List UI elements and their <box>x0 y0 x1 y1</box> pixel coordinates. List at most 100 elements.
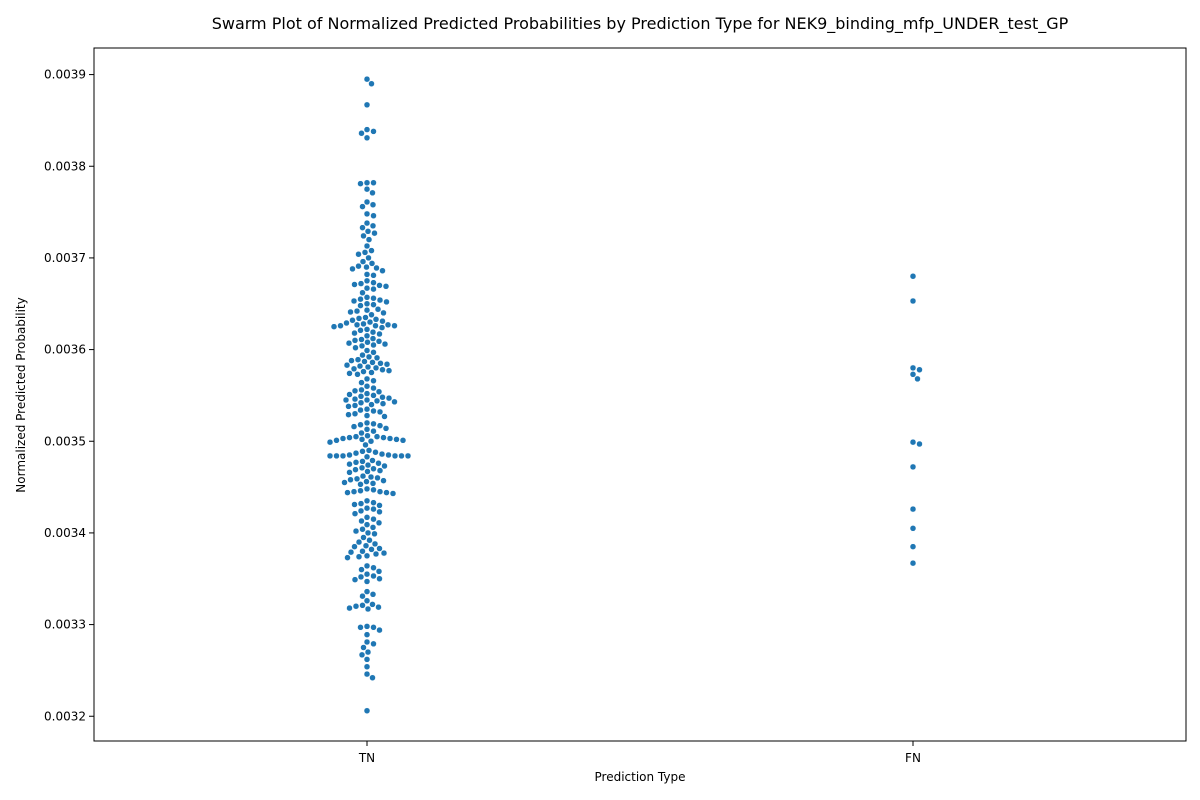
data-point-tn <box>369 189 376 197</box>
data-point-tn <box>363 588 371 595</box>
data-point-tn <box>376 330 383 338</box>
data-point-tn <box>399 437 407 444</box>
data-point-tn <box>363 638 371 646</box>
data-point-tn <box>379 394 386 401</box>
data-point-tn <box>350 297 358 305</box>
y-axis-label: Normalized Predicted Probability <box>14 297 28 492</box>
data-point-tn <box>359 224 366 231</box>
data-point-tn <box>359 351 366 359</box>
data-point-tn <box>351 410 359 417</box>
data-point-tn <box>370 392 377 399</box>
data-point-tn <box>363 179 371 186</box>
data-point-tn <box>351 576 359 583</box>
data-point-tn <box>376 502 383 509</box>
data-point-tn <box>379 267 386 274</box>
data-point-tn <box>370 505 377 513</box>
data-point-tn <box>364 605 372 613</box>
data-point-tn <box>354 371 361 378</box>
data-point-tn <box>391 322 398 329</box>
data-point-tn <box>373 433 381 440</box>
data-point-tn <box>375 568 383 575</box>
data-point-tn <box>351 329 358 337</box>
data-point-tn <box>363 412 371 419</box>
data-point-tn <box>363 277 371 285</box>
data-point-tn <box>364 363 372 371</box>
data-point-tn <box>376 408 384 416</box>
data-point-tn <box>376 508 383 516</box>
data-point-tn <box>350 488 358 495</box>
data-point-tn <box>359 526 366 533</box>
data-point-tn <box>352 466 359 473</box>
data-point-tn <box>368 260 376 267</box>
data-point-tn <box>380 434 387 441</box>
data-point-tn <box>383 361 391 368</box>
data-point-tn <box>352 527 360 535</box>
data-point-tn <box>364 461 372 469</box>
data-point-tn <box>381 413 388 420</box>
data-point-tn <box>357 500 365 507</box>
data-point-tn <box>386 435 394 442</box>
data-point-tn <box>349 317 356 324</box>
data-point-tn <box>370 564 377 571</box>
data-point-tn <box>369 480 377 487</box>
y-tick-label: 0.0036 <box>44 343 86 357</box>
data-point-tn <box>351 395 359 403</box>
data-point-tn <box>378 324 386 331</box>
data-point-tn <box>337 322 344 329</box>
data-point-tn <box>362 314 369 321</box>
data-point-tn <box>351 281 358 288</box>
data-point-tn <box>358 566 365 573</box>
data-point-tn <box>366 318 374 326</box>
data-point-fn <box>909 559 917 567</box>
x-tick-label: FN <box>905 751 921 765</box>
data-point-tn <box>363 263 370 271</box>
data-point-tn <box>363 578 371 585</box>
data-point-tn <box>357 421 364 428</box>
data-point-tn <box>370 349 377 356</box>
data-point-tn <box>350 365 358 373</box>
data-point-tn <box>369 335 377 342</box>
data-point-tn <box>370 341 377 349</box>
data-point-tn <box>365 236 373 243</box>
data-point-tn <box>358 436 366 443</box>
data-point-tn <box>345 403 352 410</box>
data-point-tn <box>346 469 353 476</box>
data-point-tn <box>383 298 390 306</box>
data-point-tn <box>363 597 371 604</box>
data-point-tn <box>363 126 371 133</box>
data-point-tn <box>363 294 371 301</box>
data-point-tn <box>370 427 377 435</box>
data-point-tn <box>372 550 380 558</box>
data-point-tn <box>369 591 377 598</box>
data-point-tn <box>379 366 386 373</box>
data-point-tn <box>364 339 371 346</box>
data-point-tn <box>342 396 350 404</box>
data-point-tn <box>360 320 367 328</box>
y-tick-label: 0.0032 <box>44 709 86 723</box>
data-point-fn <box>916 366 923 373</box>
data-point-tn <box>371 540 379 548</box>
data-point-tn <box>372 449 379 456</box>
data-point-tn <box>364 228 372 235</box>
y-tick-label: 0.0038 <box>44 159 86 173</box>
data-point-tn <box>357 481 364 488</box>
data-point-tn <box>357 393 365 400</box>
data-point-tn <box>357 180 364 187</box>
data-point-tn <box>333 437 340 444</box>
data-point-tn <box>385 367 393 374</box>
data-point-tn <box>363 419 371 427</box>
data-point-tn <box>370 295 377 302</box>
data-point-tn <box>346 370 353 377</box>
plot-frame <box>93 47 1187 742</box>
data-point-tn <box>347 308 354 316</box>
data-point-tn <box>363 562 371 570</box>
data-point-tn <box>369 601 376 608</box>
data-point-tn <box>352 433 360 440</box>
data-point-tn <box>365 254 372 262</box>
data-point-tn <box>359 458 366 465</box>
data-point-tn <box>380 309 387 317</box>
data-point-tn <box>361 249 369 256</box>
data-point-tn <box>369 328 377 336</box>
data-point-tn <box>370 465 377 472</box>
